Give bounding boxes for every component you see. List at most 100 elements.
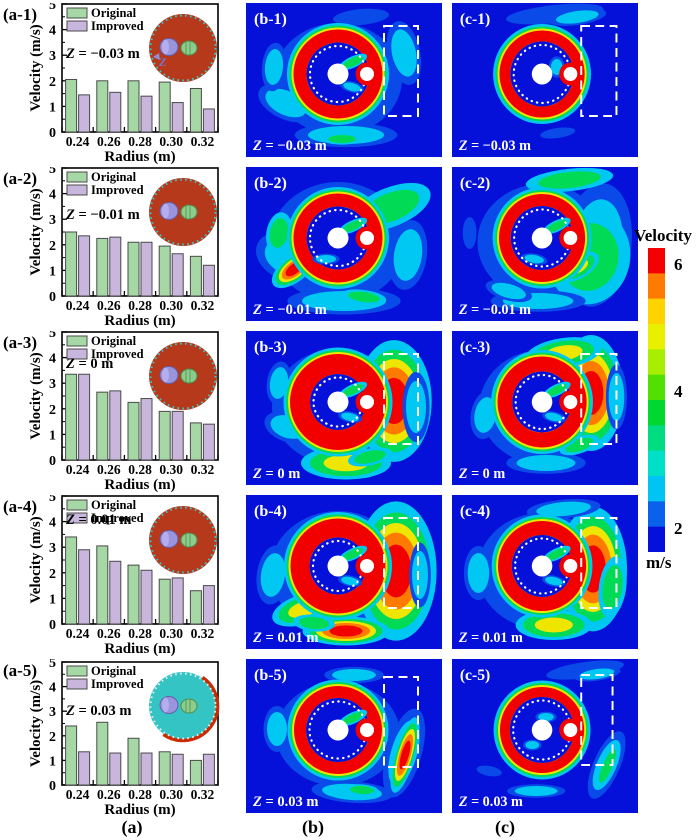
svg-text:Z = 0.01 m: Z = 0.01 m	[252, 630, 318, 646]
bar-improved	[140, 398, 153, 461]
colorbar-band	[648, 476, 665, 502]
svg-text:4: 4	[49, 188, 56, 203]
svg-text:Z = 0.03 m: Z = 0.03 m	[458, 794, 523, 810]
legend-swatch-original	[66, 335, 88, 347]
bar-original	[158, 410, 171, 461]
secondary-shaft-hole	[360, 231, 374, 245]
contour-panel-b-2: (b-2) Z = −0.01 m	[246, 167, 442, 321]
svg-text:Radius (m): Radius (m)	[104, 313, 175, 329]
legend-swatch-improved	[66, 20, 88, 32]
svg-text:3: 3	[49, 705, 56, 720]
svg-text:Improved: Improved	[91, 183, 144, 197]
svg-text:Improved: Improved	[91, 347, 144, 361]
bar-chart-a-2: 0 1 2 3 4 5 0.24 0.26 0.28 0.30 0.32 Radius (m) Velo…	[28, 167, 219, 329]
svg-text:Z = −0.01 m: Z = −0.01 m	[252, 302, 327, 318]
svg-text:Improved: Improved	[91, 511, 144, 525]
svg-text:0.30: 0.30	[159, 787, 183, 802]
legend-swatch-improved	[66, 348, 88, 360]
bar-improved	[171, 410, 184, 461]
contour-plot: (c-4) Z = 0.01 m	[452, 495, 638, 649]
bar-original	[158, 245, 171, 297]
main-shaft-hole	[531, 63, 553, 85]
panel-label-a-1: (a-1)	[3, 5, 37, 24]
bar-improved	[109, 560, 122, 625]
bar-improved	[202, 585, 215, 625]
legend-swatch-improved	[66, 512, 88, 524]
svg-text:0.30: 0.30	[159, 462, 183, 477]
secondary-shaft-hole	[360, 559, 374, 573]
colorbar-title: Velocity	[634, 226, 692, 245]
bar-original	[65, 725, 78, 786]
bar-improved	[78, 549, 91, 625]
colorbar-band	[648, 374, 665, 401]
svg-text:Original: Original	[91, 498, 137, 512]
bar-chart-a-1: 0 1 2 3 4 5 0.24 0.26 0.28 0.30 0.32 Radius (m) Velo…	[28, 3, 219, 165]
svg-text:0: 0	[49, 779, 56, 794]
bar-original	[65, 231, 78, 297]
svg-text:(c-1): (c-1)	[460, 11, 490, 28]
bar-chart-group: 0 1 2 3 4 5 0.24 0.26 0.28 0.30 0.32 Radius (m) Velo…	[28, 495, 219, 657]
bar-original	[158, 578, 171, 625]
secondary-shaft-hole	[563, 67, 578, 81]
main-shaft-hole	[531, 719, 553, 741]
svg-text:0.26: 0.26	[97, 462, 121, 477]
svg-text:Z = −0.01 m: Z = −0.01 m	[458, 302, 531, 318]
inspection-rect	[580, 25, 618, 117]
legend-swatch-improved	[66, 678, 88, 690]
svg-text:2: 2	[49, 403, 56, 418]
svg-text:(b-2): (b-2)	[254, 175, 287, 192]
column-label-c: (c)	[495, 817, 515, 837]
bar-improved	[202, 264, 215, 297]
bar-improved	[171, 577, 184, 625]
svg-text:2: 2	[49, 567, 56, 582]
colorbar-tick-2: 2	[674, 519, 683, 538]
bar-chart-a-5: 0 1 2 3 4 5 0.24 0.26 0.28 0.30 0.32 Radius (m) Velo…	[28, 659, 220, 818]
bar-chart-group: 0 1 2 3 4 5 0.24 0.26 0.28 0.30 0.32 Radius (m) Velo…	[28, 3, 219, 165]
inset-impeller-image: Z	[149, 14, 217, 82]
inset-z-axis-arrow	[153, 53, 160, 60]
colorbar-band	[648, 526, 665, 552]
svg-text:(b-4): (b-4)	[254, 503, 287, 520]
svg-text:0.26: 0.26	[97, 134, 121, 149]
svg-text:0.28: 0.28	[128, 787, 152, 802]
bar-original	[189, 255, 202, 297]
svg-text:5: 5	[49, 331, 56, 341]
contour-panel-c-3: (c-3) Z = 0 m	[452, 331, 638, 485]
svg-text:Original: Original	[91, 170, 137, 184]
svg-text:(c-4): (c-4)	[460, 503, 490, 520]
svg-text:Improved: Improved	[91, 19, 144, 33]
bar-original	[158, 81, 171, 133]
inspection-rect	[383, 353, 419, 445]
bar-chart-a-4: 0 1 2 3 4 5 0.24 0.26 0.28 0.30 0.32 Radius (m) Velo…	[28, 495, 219, 657]
svg-text:0.32: 0.32	[191, 134, 215, 149]
secondary-shaft-hole	[563, 559, 578, 573]
bar-chart-group: 0 1 2 3 4 5 0.24 0.26 0.28 0.30 0.32 Radius (m) Velo…	[28, 659, 220, 818]
svg-text:0.32: 0.32	[191, 462, 215, 477]
legend-swatch-original	[66, 171, 88, 183]
bar-original	[96, 391, 109, 461]
contour-plot: (b-1) Z = −0.03 m	[246, 3, 442, 157]
contour-plot: (c-3) Z = 0 m	[452, 331, 638, 485]
bar-improved	[109, 236, 122, 297]
svg-text:1: 1	[49, 592, 56, 607]
svg-text:4: 4	[49, 681, 56, 696]
svg-text:4: 4	[49, 24, 56, 39]
bar-original	[127, 737, 140, 786]
bar-original	[127, 564, 140, 625]
svg-text:0.24: 0.24	[66, 462, 90, 477]
colorbar-band	[648, 450, 665, 477]
bar-chart-group: 0 1 2 3 4 5 0.24 0.26 0.28 0.30 0.32 Radius (m) Velo…	[28, 167, 219, 329]
svg-text:0.28: 0.28	[128, 626, 152, 641]
svg-text:1: 1	[49, 428, 56, 443]
svg-text:Z = 0 m: Z = 0 m	[65, 356, 113, 372]
colorbar-band	[648, 425, 665, 452]
svg-text:0.26: 0.26	[97, 626, 121, 641]
bar-improved	[140, 752, 153, 786]
svg-text:Radius (m): Radius (m)	[104, 149, 175, 165]
bar-chart-a-3: 0 1 2 3 4 5 0.24 0.26 0.28 0.30 0.32 Radius (m) Velo…	[28, 331, 219, 493]
contour-plot: (b-2) Z = −0.01 m	[246, 167, 442, 321]
bar-original	[65, 373, 78, 461]
colorbar-band	[648, 349, 665, 376]
panel-label-a-4: (a-4)	[3, 497, 37, 516]
